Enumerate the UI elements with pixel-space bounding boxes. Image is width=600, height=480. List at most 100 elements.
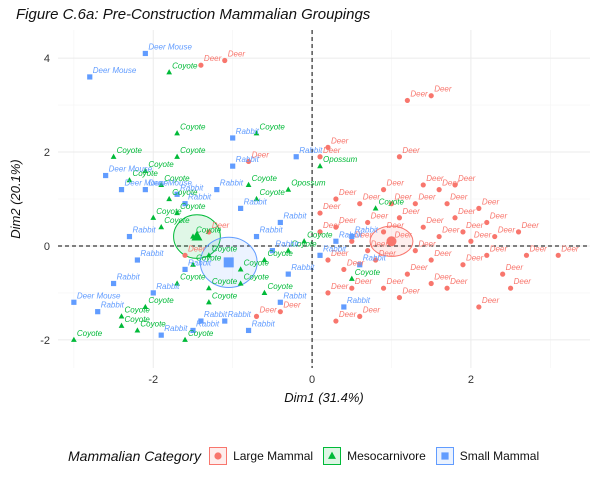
data-point <box>206 299 212 305</box>
point-label: Rabbit <box>236 155 260 164</box>
data-point <box>110 280 117 287</box>
point-label: Deer <box>482 296 500 305</box>
data-point <box>436 187 442 193</box>
point-label: Deer <box>394 230 412 239</box>
point-label: Deer <box>355 277 373 286</box>
point-label: Rabbit <box>204 310 228 319</box>
data-point <box>452 215 458 221</box>
data-point <box>214 187 220 193</box>
point-label: Coyote <box>172 188 198 197</box>
data-point <box>174 280 180 286</box>
data-point <box>253 195 260 202</box>
data-point <box>110 153 117 159</box>
data-point <box>253 313 260 319</box>
x-tick-label: 2 <box>468 374 474 386</box>
point-label: Deer <box>371 211 389 220</box>
legend-item-small-mammal: Small Mammal <box>435 447 539 465</box>
data-point <box>150 290 156 296</box>
chart-title: Figure C.6a: Pre-Construction Mammalian … <box>16 6 371 23</box>
data-point <box>420 224 426 230</box>
data-point <box>198 62 204 68</box>
point-label: Coyote <box>212 244 238 253</box>
point-label: Deer <box>410 89 428 98</box>
point-label: Coyote <box>196 254 222 263</box>
legend-marker-shape <box>214 452 222 460</box>
data-point <box>317 229 323 235</box>
point-label: Coyote <box>180 202 206 211</box>
point-label: Deer <box>482 197 500 206</box>
point-label: Deer <box>323 202 341 211</box>
point-label: Rabbit <box>252 319 276 328</box>
point-label: Deer <box>379 249 397 258</box>
data-point <box>365 219 371 226</box>
point-label: Deer <box>371 240 389 249</box>
x-tick-label: 0 <box>309 374 315 386</box>
point-label: Coyote <box>180 146 206 155</box>
data-point <box>103 172 109 179</box>
point-label: Coyote <box>267 249 293 258</box>
point-label: Deer <box>450 193 468 202</box>
data-point <box>222 57 228 64</box>
point-label: Rabbit <box>363 254 387 263</box>
point-label: Coyote <box>77 329 103 338</box>
point-label: Deer <box>323 221 341 230</box>
point-label: Deer <box>402 207 420 216</box>
point-label: Deer <box>204 54 222 63</box>
point-label: Deer Mouse <box>93 66 137 75</box>
point-label: Rabbit <box>347 296 371 305</box>
point-label: Deer <box>363 305 381 314</box>
point-label: Coyote <box>244 258 270 267</box>
point-label: Rabbit <box>132 226 156 235</box>
data-point <box>444 201 450 207</box>
point-label: Coyote <box>267 282 293 291</box>
tick-labels: -2 0 2 -2 0 2 4 <box>40 53 474 386</box>
point-label: Deer <box>394 193 412 202</box>
point-label: Deer <box>339 188 357 197</box>
point-label: Deer Mouse <box>148 42 192 51</box>
data-point <box>174 191 180 197</box>
data-point <box>238 205 244 211</box>
point-label: Deer <box>498 226 516 235</box>
point-label: Deer <box>522 221 540 230</box>
point-label: Deer <box>402 146 420 155</box>
data-point <box>182 252 188 258</box>
point-label: Deer Mouse <box>148 179 192 188</box>
data-point <box>174 153 180 159</box>
point-label: Deer <box>490 244 508 253</box>
data-point <box>341 304 347 310</box>
point-label: Deer <box>283 301 301 310</box>
y-tick-label: 4 <box>44 53 50 65</box>
point-label: Coyote <box>164 174 190 183</box>
data-point <box>237 266 244 272</box>
point-label: Rabbit <box>140 249 164 258</box>
point-label: Rabbit <box>236 127 260 136</box>
data-point <box>348 275 355 281</box>
data-point <box>182 201 188 207</box>
data-point <box>237 280 244 286</box>
x-tick-label: -2 <box>148 374 158 386</box>
data-point <box>166 195 173 202</box>
legend-label: Mesocarnivore <box>347 449 426 463</box>
point-label: Deer <box>402 287 420 296</box>
data-point <box>428 93 434 99</box>
point-label: Deer <box>474 230 492 239</box>
point-label: Coyote <box>252 174 278 183</box>
data-point <box>380 285 387 291</box>
data-point <box>134 257 141 263</box>
legend-marker <box>328 451 337 459</box>
data-point <box>301 238 308 244</box>
data-point <box>142 303 149 310</box>
reference-lines <box>58 30 590 368</box>
data-point <box>460 262 466 268</box>
point-label: Coyote <box>379 197 405 206</box>
point-label: Deer <box>434 85 452 94</box>
point-label: Rabbit <box>228 310 252 319</box>
point-label: Rabbit <box>275 240 299 249</box>
data-point <box>182 266 188 273</box>
data-point <box>158 332 164 338</box>
point-label: Deer <box>331 282 349 291</box>
data-point <box>555 252 561 258</box>
square-marker-icon <box>435 447 454 465</box>
